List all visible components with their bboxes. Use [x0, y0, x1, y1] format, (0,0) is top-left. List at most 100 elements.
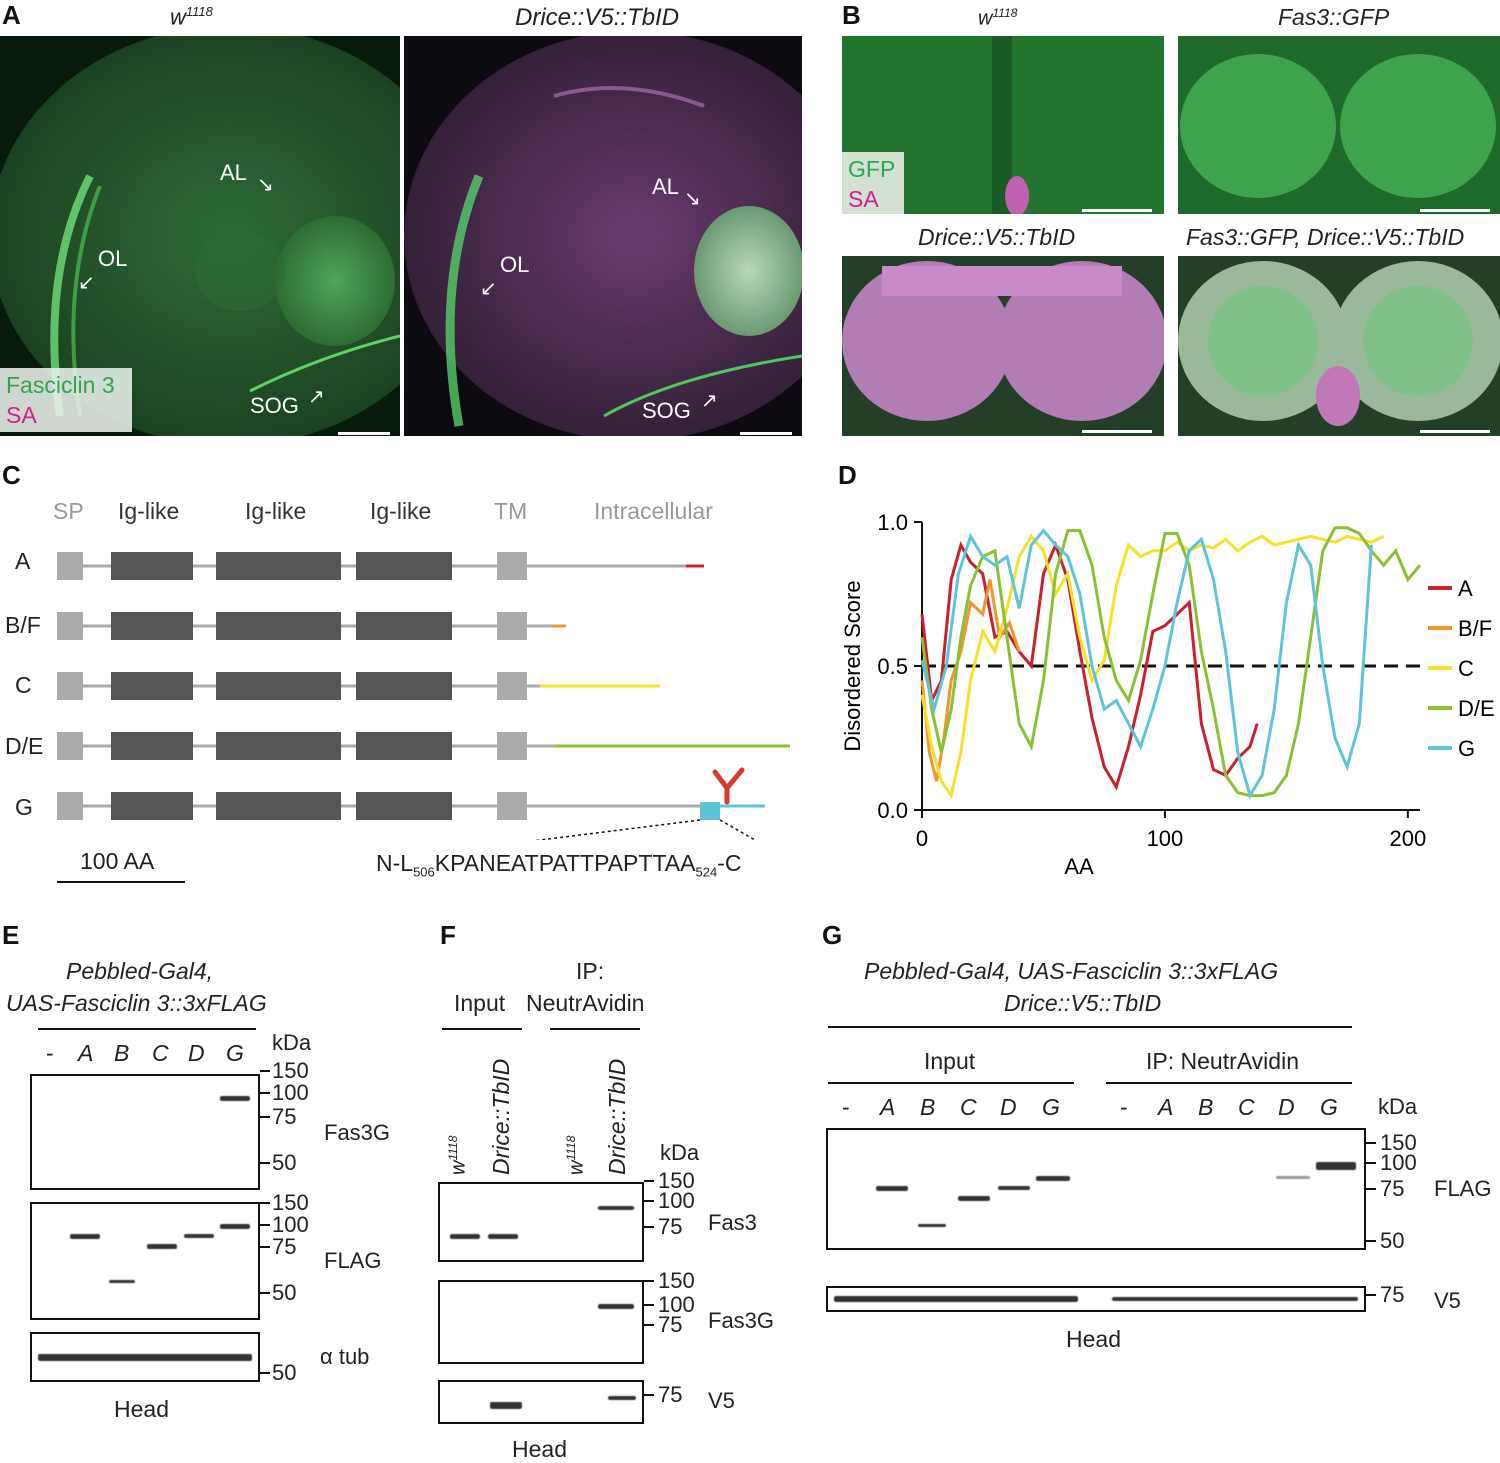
- panel-b-w1118-image: GFP SA: [842, 36, 1164, 214]
- sp-domain: [57, 732, 83, 760]
- panel-f-letter: F: [440, 920, 456, 950]
- panel-b-title-2: Fas3::GFP: [1278, 4, 1390, 30]
- marker-label: 75: [272, 1234, 297, 1259]
- panel-f-footer: Head: [512, 1436, 567, 1462]
- ig-domain: [216, 792, 341, 820]
- ol-label-a2: OL: [500, 252, 530, 277]
- panel-b-legend: GFP SA: [842, 152, 904, 214]
- marker-label: 75: [658, 1382, 683, 1407]
- lane-label: -: [46, 1040, 54, 1066]
- ig-domain: [111, 552, 193, 580]
- blot-e-fas3g: [30, 1074, 260, 1190]
- blot-g2-label: V5: [1434, 1288, 1461, 1313]
- marker-tick: [260, 1372, 270, 1374]
- scale-bar: [1082, 430, 1152, 433]
- panel-g-header-2: Drice::V5::TbID: [1004, 990, 1162, 1016]
- domain-tm: TM: [494, 498, 528, 524]
- panel-e-header-2: UAS-Fasciclin 3::3xFLAG: [6, 990, 267, 1016]
- marker-tick: [260, 1292, 270, 1294]
- marker-label: 75: [658, 1214, 683, 1239]
- marker-label: 150: [272, 1190, 309, 1215]
- tm-domain: [497, 672, 527, 700]
- marker-tick: [1366, 1142, 1376, 1144]
- lane-label: B: [920, 1094, 936, 1120]
- tm-domain: [497, 552, 527, 580]
- arrow-icon: ↙: [480, 278, 497, 300]
- header-line: [550, 1028, 640, 1030]
- ig-domain: [111, 792, 193, 820]
- x-tick-label: 200: [1389, 826, 1426, 851]
- panel-b-title-3: Drice::V5::TbID: [918, 224, 1076, 250]
- panel-b-fas3gfp-image: [1178, 36, 1500, 214]
- marker-label: 50: [272, 1360, 297, 1385]
- marker-tick: [1366, 1294, 1376, 1296]
- tm-domain: [497, 732, 527, 760]
- x-tick-label: 0: [916, 826, 928, 851]
- arrow-icon: ↘: [684, 188, 701, 210]
- lane-label: D: [188, 1040, 205, 1066]
- series-line-c: [920, 533, 1385, 800]
- marker-tick: [1366, 1162, 1376, 1164]
- panel-f-input: Input: [454, 990, 506, 1016]
- x-tick-label: 100: [1147, 826, 1184, 851]
- panel-f-ip-title: IP:: [576, 958, 605, 984]
- kda-label-e: kDa: [272, 1030, 312, 1055]
- marker-tick: [260, 1116, 270, 1118]
- panel-a-drice-image: AL ↘ OL ↙ SOG ↗: [404, 36, 802, 436]
- ig-domain: [111, 672, 193, 700]
- ig-domain: [111, 612, 193, 640]
- isoform-label-de: D/E: [5, 733, 44, 759]
- header-line: [828, 1026, 1352, 1028]
- blot-f2-label: Fas3G: [708, 1308, 775, 1333]
- blot-f-fas3: [438, 1182, 644, 1262]
- ig-domain: [356, 732, 452, 760]
- panel-f-ip: NeutrAvidin: [526, 990, 645, 1016]
- sp-domain: [57, 612, 83, 640]
- lane-label: B: [1198, 1094, 1214, 1120]
- lane-label: A: [880, 1094, 896, 1120]
- isoform-diagram: [57, 552, 790, 840]
- ig-domain: [216, 612, 341, 640]
- blot-e-flag: [30, 1202, 260, 1320]
- marker-label: 100: [658, 1292, 695, 1317]
- legend-label: C: [1458, 656, 1474, 681]
- domain-sp: SP: [53, 498, 84, 524]
- lane-label: C: [960, 1094, 977, 1120]
- lane-label: G: [1042, 1094, 1060, 1120]
- ig-domain: [216, 732, 341, 760]
- panel-a-letter: A: [2, 0, 21, 30]
- sog-label-a1: SOG: [250, 393, 299, 418]
- ig-domain: [356, 612, 452, 640]
- panel-e-letter: E: [2, 920, 20, 950]
- domain-intracellular: Intracellular: [594, 498, 713, 524]
- panel-g-ip: IP: NeutrAvidin: [1146, 1048, 1299, 1074]
- blot-f-fas3g: [438, 1280, 644, 1364]
- panel-g-footer: Head: [1066, 1326, 1121, 1352]
- sog-label-a2: SOG: [642, 398, 691, 423]
- lane-f-1: w1118: [446, 1135, 470, 1175]
- lane-label: A: [78, 1040, 94, 1066]
- al-label-a1: AL: [220, 160, 247, 185]
- marker-label: 75: [1380, 1176, 1405, 1201]
- scale-bar: [1420, 430, 1490, 433]
- header-line: [828, 1082, 1074, 1084]
- ig-domain: [216, 672, 341, 700]
- marker-label: 75: [658, 1312, 683, 1337]
- y-axis-label: Disordered Score: [840, 580, 865, 751]
- scale-bar: [1420, 209, 1490, 212]
- domain-ig3: Ig-like: [370, 498, 432, 524]
- blot-g-v5: [826, 1286, 1366, 1312]
- sp-domain: [57, 672, 83, 700]
- ig-domain: [356, 552, 452, 580]
- arrow-icon: ↗: [701, 390, 718, 412]
- tm-domain: [497, 792, 527, 820]
- blot-e3-label: α tub: [320, 1344, 370, 1369]
- legend-green: GFP: [848, 156, 896, 182]
- marker-label: 75: [272, 1104, 297, 1129]
- marker-tick: [260, 1246, 270, 1248]
- series-line-a: [920, 540, 1259, 791]
- lane-label: -: [842, 1094, 850, 1120]
- ig-domain: [356, 792, 452, 820]
- marker-tick: [644, 1324, 654, 1326]
- panel-b-drice-image: [842, 256, 1164, 436]
